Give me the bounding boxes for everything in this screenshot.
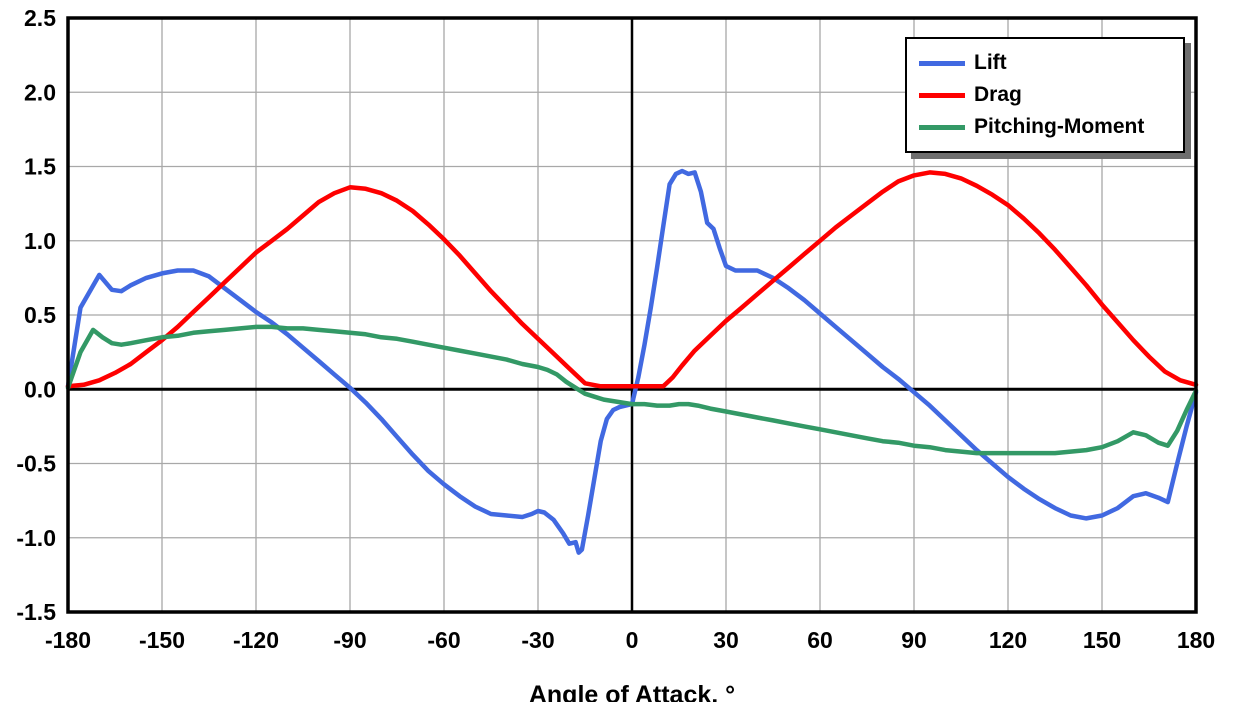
x-tick-label: 30 xyxy=(713,627,739,653)
legend-label-pitching-moment: Pitching-Moment xyxy=(974,115,1145,138)
series-line-drag xyxy=(65,170,1199,389)
x-tick-label: 180 xyxy=(1177,627,1215,653)
lift-line-swatch xyxy=(919,60,965,66)
y-tick-label: 2.0 xyxy=(24,79,56,105)
x-tick-label: -60 xyxy=(427,627,460,653)
legend-label-lift: Lift xyxy=(974,51,1007,74)
y-tick-label: 0.5 xyxy=(24,302,56,328)
x-tick-label: 60 xyxy=(807,627,833,653)
x-tick-label: -90 xyxy=(333,627,366,653)
x-axis-title: Angle of Attack, ° xyxy=(528,681,736,702)
legend-label-drag: Drag xyxy=(974,83,1022,106)
x-tick-label: -180 xyxy=(45,627,91,653)
x-tick-label: 0 xyxy=(626,627,639,653)
y-tick-label: -1.5 xyxy=(16,599,56,625)
series-line-pitching-moment xyxy=(65,324,1199,456)
plot-border xyxy=(66,16,1198,614)
x-tick-label: -150 xyxy=(139,627,185,653)
x-tick-label: 120 xyxy=(989,627,1027,653)
y-tick-label: 1.5 xyxy=(24,154,56,180)
x-tick-label: -30 xyxy=(521,627,554,653)
y-tick-label: 2.5 xyxy=(24,5,56,31)
drag-line-swatch xyxy=(919,92,965,98)
x-tick-label: 150 xyxy=(1083,627,1121,653)
x-tick-label: 90 xyxy=(901,627,927,653)
legend: Lift Drag Pitching-Moment xyxy=(905,37,1185,153)
y-tick-label: -1.0 xyxy=(16,525,56,551)
legend-item-pitching-moment: Pitching-Moment xyxy=(919,111,1171,143)
y-tick-label: 0.0 xyxy=(24,376,56,402)
legend-item-lift: Lift xyxy=(919,47,1171,79)
y-tick-label: 1.0 xyxy=(24,228,56,254)
pitching-moment-line-swatch xyxy=(919,124,965,130)
legend-item-drag: Drag xyxy=(919,79,1171,111)
x-tick-label: -120 xyxy=(233,627,279,653)
y-tick-label: -0.5 xyxy=(16,451,56,477)
